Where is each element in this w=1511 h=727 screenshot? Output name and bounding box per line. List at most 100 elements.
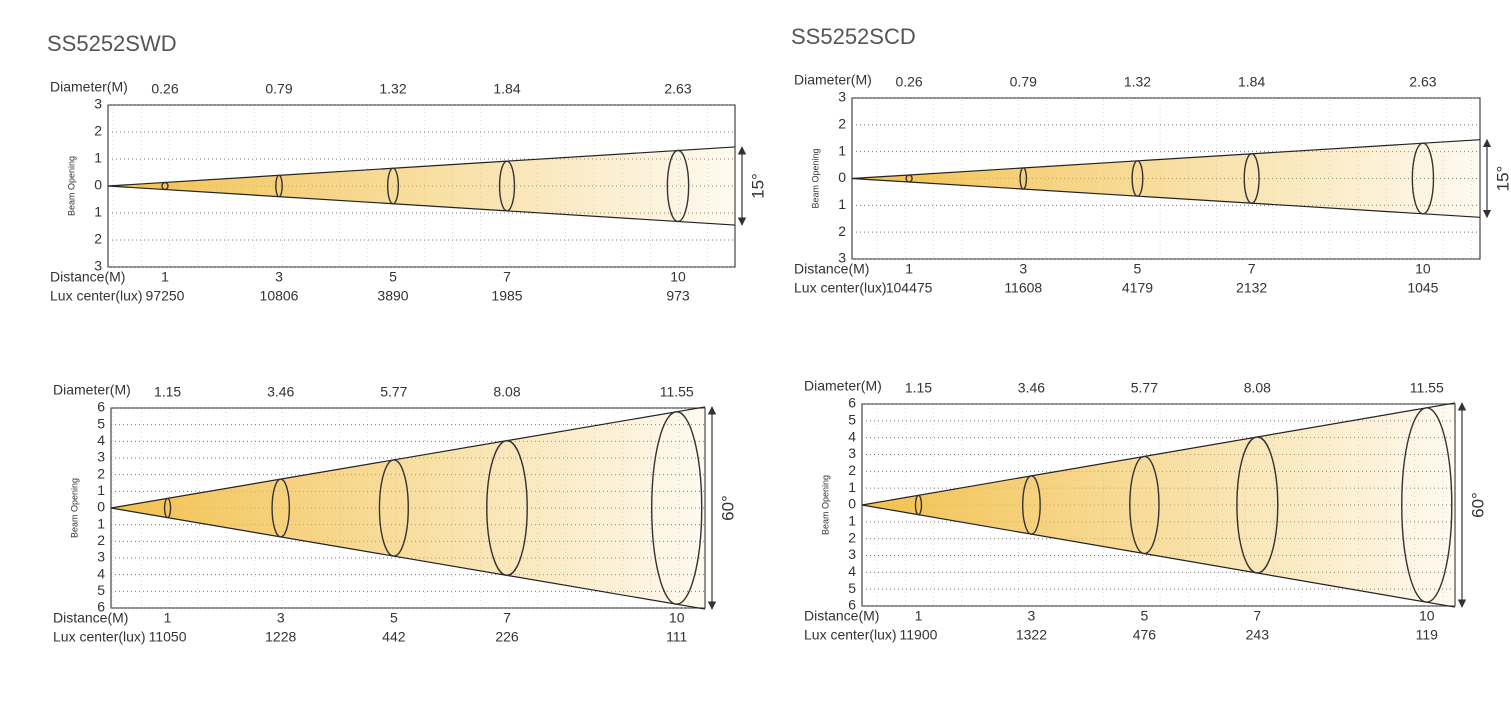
y-tick-label: 3 [848, 546, 856, 562]
lux-value: 97250 [146, 288, 185, 304]
diameter-value: 3.46 [267, 384, 294, 400]
distance-value: 3 [277, 610, 285, 626]
beam-angle-label: 15° [1493, 166, 1511, 192]
distance-value: 5 [389, 269, 397, 285]
distance-value: 3 [1028, 608, 1036, 624]
distance-value: 1 [915, 608, 923, 624]
diameter-label: Diameter(M) [804, 378, 882, 394]
distance-value: 10 [670, 269, 686, 285]
y-tick-label: 2 [848, 462, 856, 478]
diameter-label: Diameter(M) [794, 72, 872, 88]
lux-value: 1322 [1016, 627, 1047, 643]
lux-label: Lux center(lux) [794, 280, 887, 296]
y-tick-label: 6 [97, 599, 105, 615]
beam-ellipse [1019, 167, 1028, 190]
lux-value: 226 [495, 629, 519, 645]
y-tick-label: 5 [848, 412, 856, 428]
beam-ellipse [498, 160, 516, 212]
y-tick-label: 3 [838, 250, 846, 266]
lux-label: Lux center(lux) [50, 288, 143, 304]
lux-label: Lux center(lux) [804, 627, 897, 643]
diameter-value: 8.08 [1244, 380, 1271, 396]
distance-value: 1 [164, 610, 172, 626]
distance-value: 3 [275, 269, 283, 285]
beam-angle-label: 15° [748, 173, 767, 199]
diameter-value: 0.79 [1010, 74, 1037, 90]
beam-ellipse [1021, 475, 1041, 535]
y-tick-label: 0 [97, 499, 105, 515]
cone-edge [107, 185, 736, 226]
cone-edge [110, 507, 706, 610]
lux-value: 3890 [377, 288, 408, 304]
diameter-value: 11.55 [660, 384, 694, 400]
distance-value: 7 [1253, 608, 1261, 624]
y-tick-label: 6 [848, 395, 856, 411]
diameter-value: 1.32 [1124, 74, 1151, 90]
beam-ellipse [905, 174, 913, 183]
cone-edge [107, 146, 736, 187]
distance-value: 10 [1419, 608, 1435, 624]
distance-label: Distance(M) [50, 269, 125, 285]
y-tick-label: 2 [97, 532, 105, 548]
beam-ellipse [1131, 160, 1144, 197]
cone-edge [851, 177, 1481, 218]
diameter-label: Diameter(M) [50, 79, 128, 95]
beam-ellipse [1401, 407, 1453, 603]
y-tick-label: 3 [848, 445, 856, 461]
beam-ellipse [1129, 455, 1160, 555]
diameter-value: 3.46 [1018, 380, 1045, 396]
beam-ellipse [914, 494, 923, 516]
chart-title: SS5252SCD [791, 24, 916, 49]
lux-value: 1045 [1407, 280, 1438, 296]
y-axis-label: Beam Opening [66, 156, 76, 216]
diameter-value: 5.77 [1131, 380, 1158, 396]
y-tick-label: 4 [848, 428, 856, 444]
distance-label: Distance(M) [804, 608, 879, 624]
y-tick-label: 1 [97, 515, 105, 531]
lux-value: 11608 [1004, 280, 1042, 296]
diameter-value: 2.63 [1409, 74, 1436, 90]
distance-value: 5 [1134, 261, 1142, 277]
y-tick-label: 2 [838, 223, 846, 239]
distance-label: Distance(M) [794, 261, 869, 277]
lux-value: 11050 [149, 629, 187, 645]
y-tick-label: 4 [97, 565, 105, 581]
y-axis-label: Beam Opening [810, 148, 820, 208]
beam-ellipse [651, 411, 703, 605]
beam-ellipse [1243, 153, 1260, 204]
y-axis-label: Beam Opening [820, 475, 830, 535]
y-tick-label: 0 [94, 177, 102, 193]
y-tick-label: 1 [848, 479, 856, 495]
lux-value: 476 [1133, 627, 1157, 643]
lux-label: Lux center(lux) [53, 629, 146, 645]
y-tick-label: 0 [838, 169, 846, 185]
y-tick-label: 1 [838, 142, 846, 158]
lux-value: 111 [666, 629, 687, 645]
distance-value: 7 [503, 610, 511, 626]
cone-edge [851, 139, 1481, 180]
distance-value: 5 [390, 610, 398, 626]
diameter-value: 0.26 [895, 74, 922, 90]
diameter-value: 8.08 [493, 384, 520, 400]
distance-value: 1 [161, 269, 169, 285]
y-tick-label: 4 [97, 432, 105, 448]
diameter-label: Diameter(M) [53, 382, 131, 398]
diameter-value: 1.84 [493, 81, 520, 97]
cone-edge [861, 402, 1456, 506]
y-tick-label: 1 [838, 196, 846, 212]
y-tick-label: 5 [97, 582, 105, 598]
diameter-value: 5.77 [380, 384, 407, 400]
y-tick-label: 2 [97, 465, 105, 481]
distance-value: 5 [1140, 608, 1148, 624]
cone-edge [110, 406, 706, 509]
lux-value: 973 [666, 288, 690, 304]
beam-ellipse [275, 174, 283, 198]
diameter-value: 1.32 [379, 81, 406, 97]
lux-value: 11900 [900, 627, 938, 643]
y-tick-label: 0 [848, 496, 856, 512]
beam-ellipse [378, 459, 409, 557]
y-tick-label: 2 [94, 231, 102, 247]
